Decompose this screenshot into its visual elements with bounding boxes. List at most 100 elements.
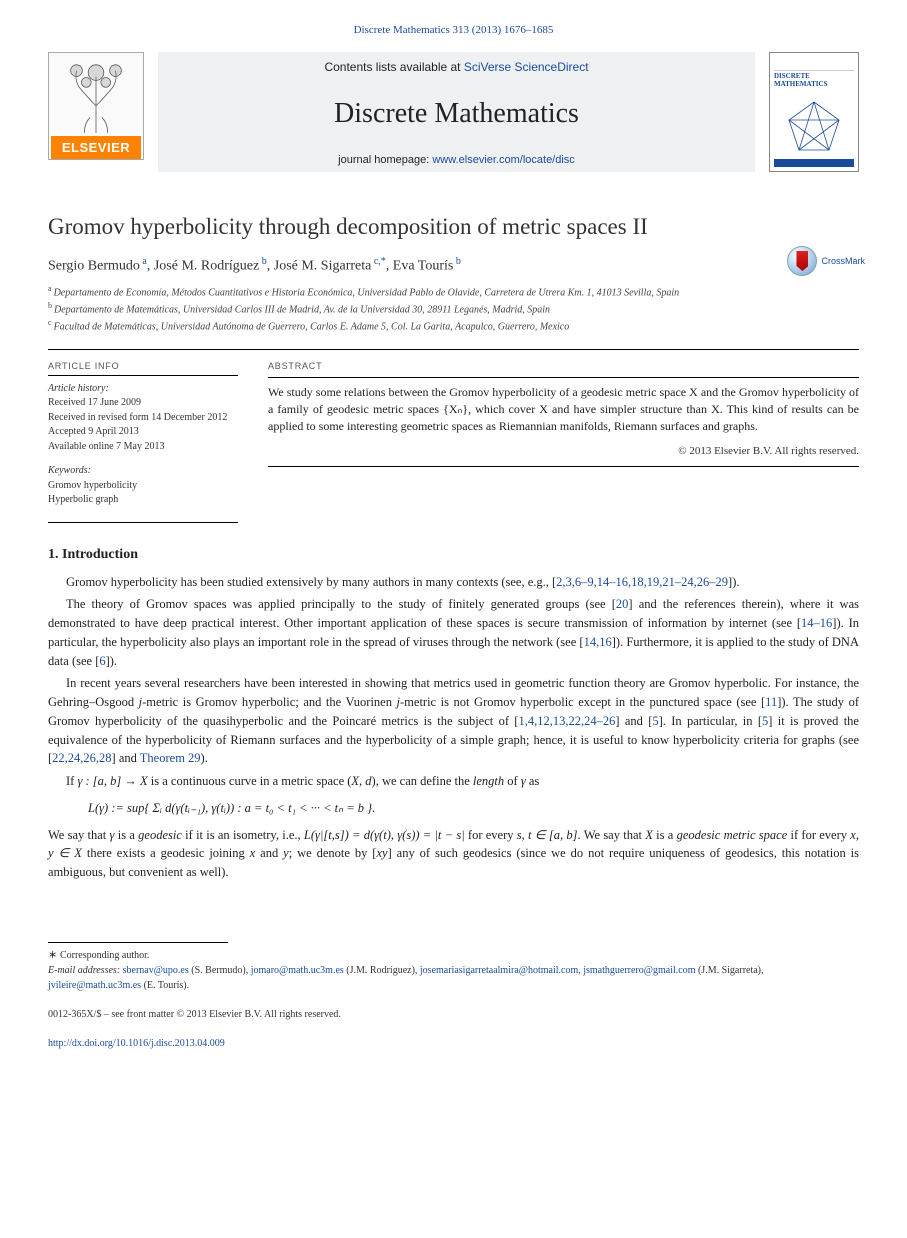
keyword: Gromov hyperbolicity <box>48 479 238 494</box>
footnote-rule <box>48 942 228 943</box>
contents-available-line: Contents lists available at SciVerse Sci… <box>324 60 588 74</box>
elsevier-wordmark: ELSEVIER <box>51 136 141 159</box>
history-received: Received 17 June 2009 <box>48 396 238 411</box>
email-who: (S. Bermudo) <box>191 965 245 976</box>
divider <box>48 375 238 376</box>
crossmark-label: CrossMark <box>821 256 865 266</box>
journal-name: Discrete Mathematics <box>334 98 579 130</box>
cover-title: DISCRETE MATHEMATICS <box>774 73 854 88</box>
ribbon-icon <box>796 251 808 271</box>
math-var: xy <box>376 846 387 860</box>
affiliation: bDepartamento de Matemáticas, Universida… <box>48 300 859 317</box>
asterisk-icon: ∗ <box>48 949 60 961</box>
email-link[interactable]: josemariasigarretaalmira@hotmail.com <box>420 965 578 976</box>
author-affil-sup: c,* <box>371 256 385 267</box>
email-who: (J.M. Rodríguez) <box>346 965 415 976</box>
crossmark-icon <box>787 246 817 276</box>
title-block: Gromov hyperbolicity through decompositi… <box>48 212 859 335</box>
page-footer: ∗ Corresponding author. E-mail addresses… <box>48 942 859 1052</box>
author-affil-sup: a <box>140 256 147 267</box>
author[interactable]: José M. Sigarreta <box>274 259 372 274</box>
paragraph: If γ : [a, b] → X is a continuous curve … <box>48 772 859 791</box>
cover-graph-icon <box>774 92 854 159</box>
section-heading: 1. Introduction <box>48 547 859 563</box>
corresponding-note: ∗ Corresponding author. <box>48 947 859 964</box>
abstract: ABSTRACT We study some relations between… <box>268 360 859 508</box>
page: Discrete Mathematics 313 (2013) 1676–168… <box>0 0 907 1238</box>
author[interactable]: José M. Rodríguez <box>154 259 259 274</box>
affiliation: cFacultad de Matemáticas, Universidad Au… <box>48 317 859 334</box>
divider <box>48 522 238 523</box>
journal-banner: Contents lists available at SciVerse Sci… <box>158 52 755 172</box>
paragraph: Gromov hyperbolicity has been studied ex… <box>48 573 859 592</box>
metadata-row: ARTICLE INFO Article history: Received 1… <box>48 350 859 522</box>
display-formula: L(γ) := sup{ Σᵢ d(γ(tᵢ₋₁), γ(tᵢ)) : a = … <box>48 799 859 818</box>
introduction-body: Gromov hyperbolicity has been studied ex… <box>48 573 859 882</box>
keyword: Hyperbolic graph <box>48 493 238 508</box>
citation-link[interactable]: 1,4,12,13,22,24–26 <box>518 714 615 728</box>
affil-text: Departamento de Matemáticas, Universidad… <box>54 304 550 315</box>
email-link[interactable]: jvileire@math.uc3m.es <box>48 980 141 991</box>
citation-link[interactable]: 14,16 <box>584 635 612 649</box>
affil-label: c <box>48 318 52 327</box>
elsevier-tree-icon <box>56 57 136 135</box>
sciencedirect-link[interactable]: SciVerse ScienceDirect <box>464 60 589 74</box>
history-revised: Received in revised form 14 December 201… <box>48 411 238 426</box>
paper-title: Gromov hyperbolicity through decompositi… <box>48 212 859 242</box>
author-affil-sup: b <box>259 256 267 267</box>
homepage-line: journal homepage: www.elsevier.com/locat… <box>338 154 575 166</box>
history-accepted: Accepted 9 April 2013 <box>48 425 238 440</box>
homepage-link[interactable]: www.elsevier.com/locate/disc <box>432 154 574 166</box>
citation-link[interactable]: 11 <box>765 695 777 709</box>
email-who: (E. Tourís). <box>144 980 190 991</box>
abstract-heading: ABSTRACT <box>268 360 859 373</box>
journal-cover-thumbnail[interactable]: DISCRETE MATHEMATICS <box>769 52 859 172</box>
citation-link[interactable]: 2,3,6–9,14–16,18,19,21–24,26–29 <box>556 575 728 589</box>
citation-link[interactable]: 22,24,26,28 <box>52 751 111 765</box>
affiliation: aDepartamento de Economía, Métodos Cuant… <box>48 283 859 300</box>
affiliations: aDepartamento de Economía, Métodos Cuant… <box>48 283 859 335</box>
theorem-link[interactable]: Theorem 29 <box>140 751 201 765</box>
front-matter-copyright: 0012-365X/$ – see front matter © 2013 El… <box>48 1007 859 1022</box>
term: geodesic <box>138 828 182 842</box>
cover-footer-bar <box>774 159 854 167</box>
history-online: Available online 7 May 2013 <box>48 440 238 455</box>
divider <box>268 377 859 378</box>
email-who: (J.M. Sigarreta) <box>698 965 761 976</box>
doi-link[interactable]: http://dx.doi.org/10.1016/j.disc.2013.04… <box>48 1036 859 1051</box>
author[interactable]: Sergio Bermudo <box>48 259 140 274</box>
author-list: Sergio Bermudo a, José M. Rodríguez b, J… <box>48 256 859 275</box>
email-label: E-mail addresses: <box>48 965 120 976</box>
email-link[interactable]: sbernav@upo.es <box>123 965 189 976</box>
homepage-prefix: journal homepage: <box>338 154 432 166</box>
running-citation: Discrete Mathematics 313 (2013) 1676–168… <box>48 24 859 36</box>
term: length <box>473 774 504 788</box>
history-heading: Article history: <box>48 382 238 397</box>
article-info: ARTICLE INFO Article history: Received 1… <box>48 360 238 508</box>
elsevier-logo[interactable]: ELSEVIER <box>48 52 144 160</box>
email-line: E-mail addresses: sbernav@upo.es (S. Ber… <box>48 963 859 993</box>
cover-header <box>774 57 854 71</box>
math-var: X <box>645 828 653 842</box>
keywords-heading: Keywords: <box>48 464 238 479</box>
math-expr: γ : [a, b] → X <box>77 774 147 788</box>
affil-text: Facultad de Matemáticas, Universidad Aut… <box>54 322 570 333</box>
divider <box>268 466 859 467</box>
keywords-block: Keywords: Gromov hyperbolicity Hyperboli… <box>48 464 238 508</box>
email-link[interactable]: jomaro@math.uc3m.es <box>251 965 344 976</box>
email-who: , <box>578 965 581 976</box>
author-affil-sup: b <box>453 256 461 267</box>
term: geodesic metric space <box>677 828 788 842</box>
article-info-heading: ARTICLE INFO <box>48 360 238 373</box>
author[interactable]: Eva Tourís <box>393 259 454 274</box>
math-expr: s, t ∈ [a, b] <box>517 828 578 842</box>
email-link[interactable]: jsmathguerrero@gmail.com <box>583 965 695 976</box>
affil-text: Departamento de Economía, Métodos Cuanti… <box>54 287 680 298</box>
affil-label: b <box>48 301 52 310</box>
citation-link[interactable]: 14–16 <box>801 616 832 630</box>
masthead: ELSEVIER Contents lists available at Sci… <box>48 52 859 172</box>
paragraph: We say that γ is a geodesic if it is an … <box>48 826 859 882</box>
citation-link[interactable]: 20 <box>616 597 629 611</box>
crossmark-widget[interactable]: CrossMark <box>787 246 865 276</box>
paragraph: In recent years several researchers have… <box>48 674 859 768</box>
